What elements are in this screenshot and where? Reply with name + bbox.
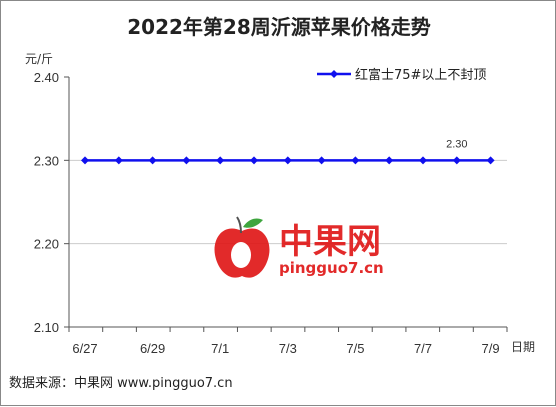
x-tick-label: 6/27 [72,341,97,356]
x-tick-label: 6/29 [140,341,165,356]
data-point [182,156,191,165]
data-point [250,156,258,165]
data-point [283,156,292,165]
chart-title: 2022年第28周沂源苹果价格走势 [127,15,431,39]
apple-logo-icon [214,216,270,278]
data-point [385,156,394,165]
data-labels: 2.30 [446,138,467,150]
watermark-brand: 中果网 [279,222,381,262]
x-axis-label: 日期 [511,340,535,354]
x-tick-label: 7/5 [346,341,364,356]
data-label: 2.30 [446,138,467,150]
x-tick-label: 7/3 [279,341,297,356]
data-point [486,156,495,165]
source-note: 数据来源：中果网 www.pingguo7.cn [9,376,233,391]
watermark-url: pingguo7.cn [279,259,384,277]
data-point [419,156,427,165]
data-point [317,156,326,165]
series-group [81,156,495,165]
x-tick-label: 7/7 [414,341,432,356]
legend: 红富士75#以上不封顶 [317,67,486,83]
y-axis-ticks: 2.40 2.30 2.20 2.10 [34,70,69,335]
x-axis-ticks: 6/27 6/29 7/1 7/3 7/5 7/7 7/9 [68,327,508,356]
data-point [81,156,89,165]
data-point [216,156,225,165]
y-tick-label: 2.10 [34,320,59,335]
legend-marker-swatch [330,70,338,78]
y-tick-label: 2.30 [34,153,59,168]
watermark: 中果网 pingguo7.cn [214,216,384,278]
x-tick-label: 7/9 [482,341,500,356]
data-point [114,156,123,165]
y-tick-label: 2.40 [34,70,59,85]
y-tick-label: 2.20 [34,237,59,252]
data-point [148,156,157,165]
x-tick-label: 7/1 [211,341,229,356]
data-point [351,156,360,165]
legend-label: 红富士75#以上不封顶 [355,67,486,83]
y-axis-unit-label: 元/斤 [25,52,53,66]
data-point [452,156,461,165]
